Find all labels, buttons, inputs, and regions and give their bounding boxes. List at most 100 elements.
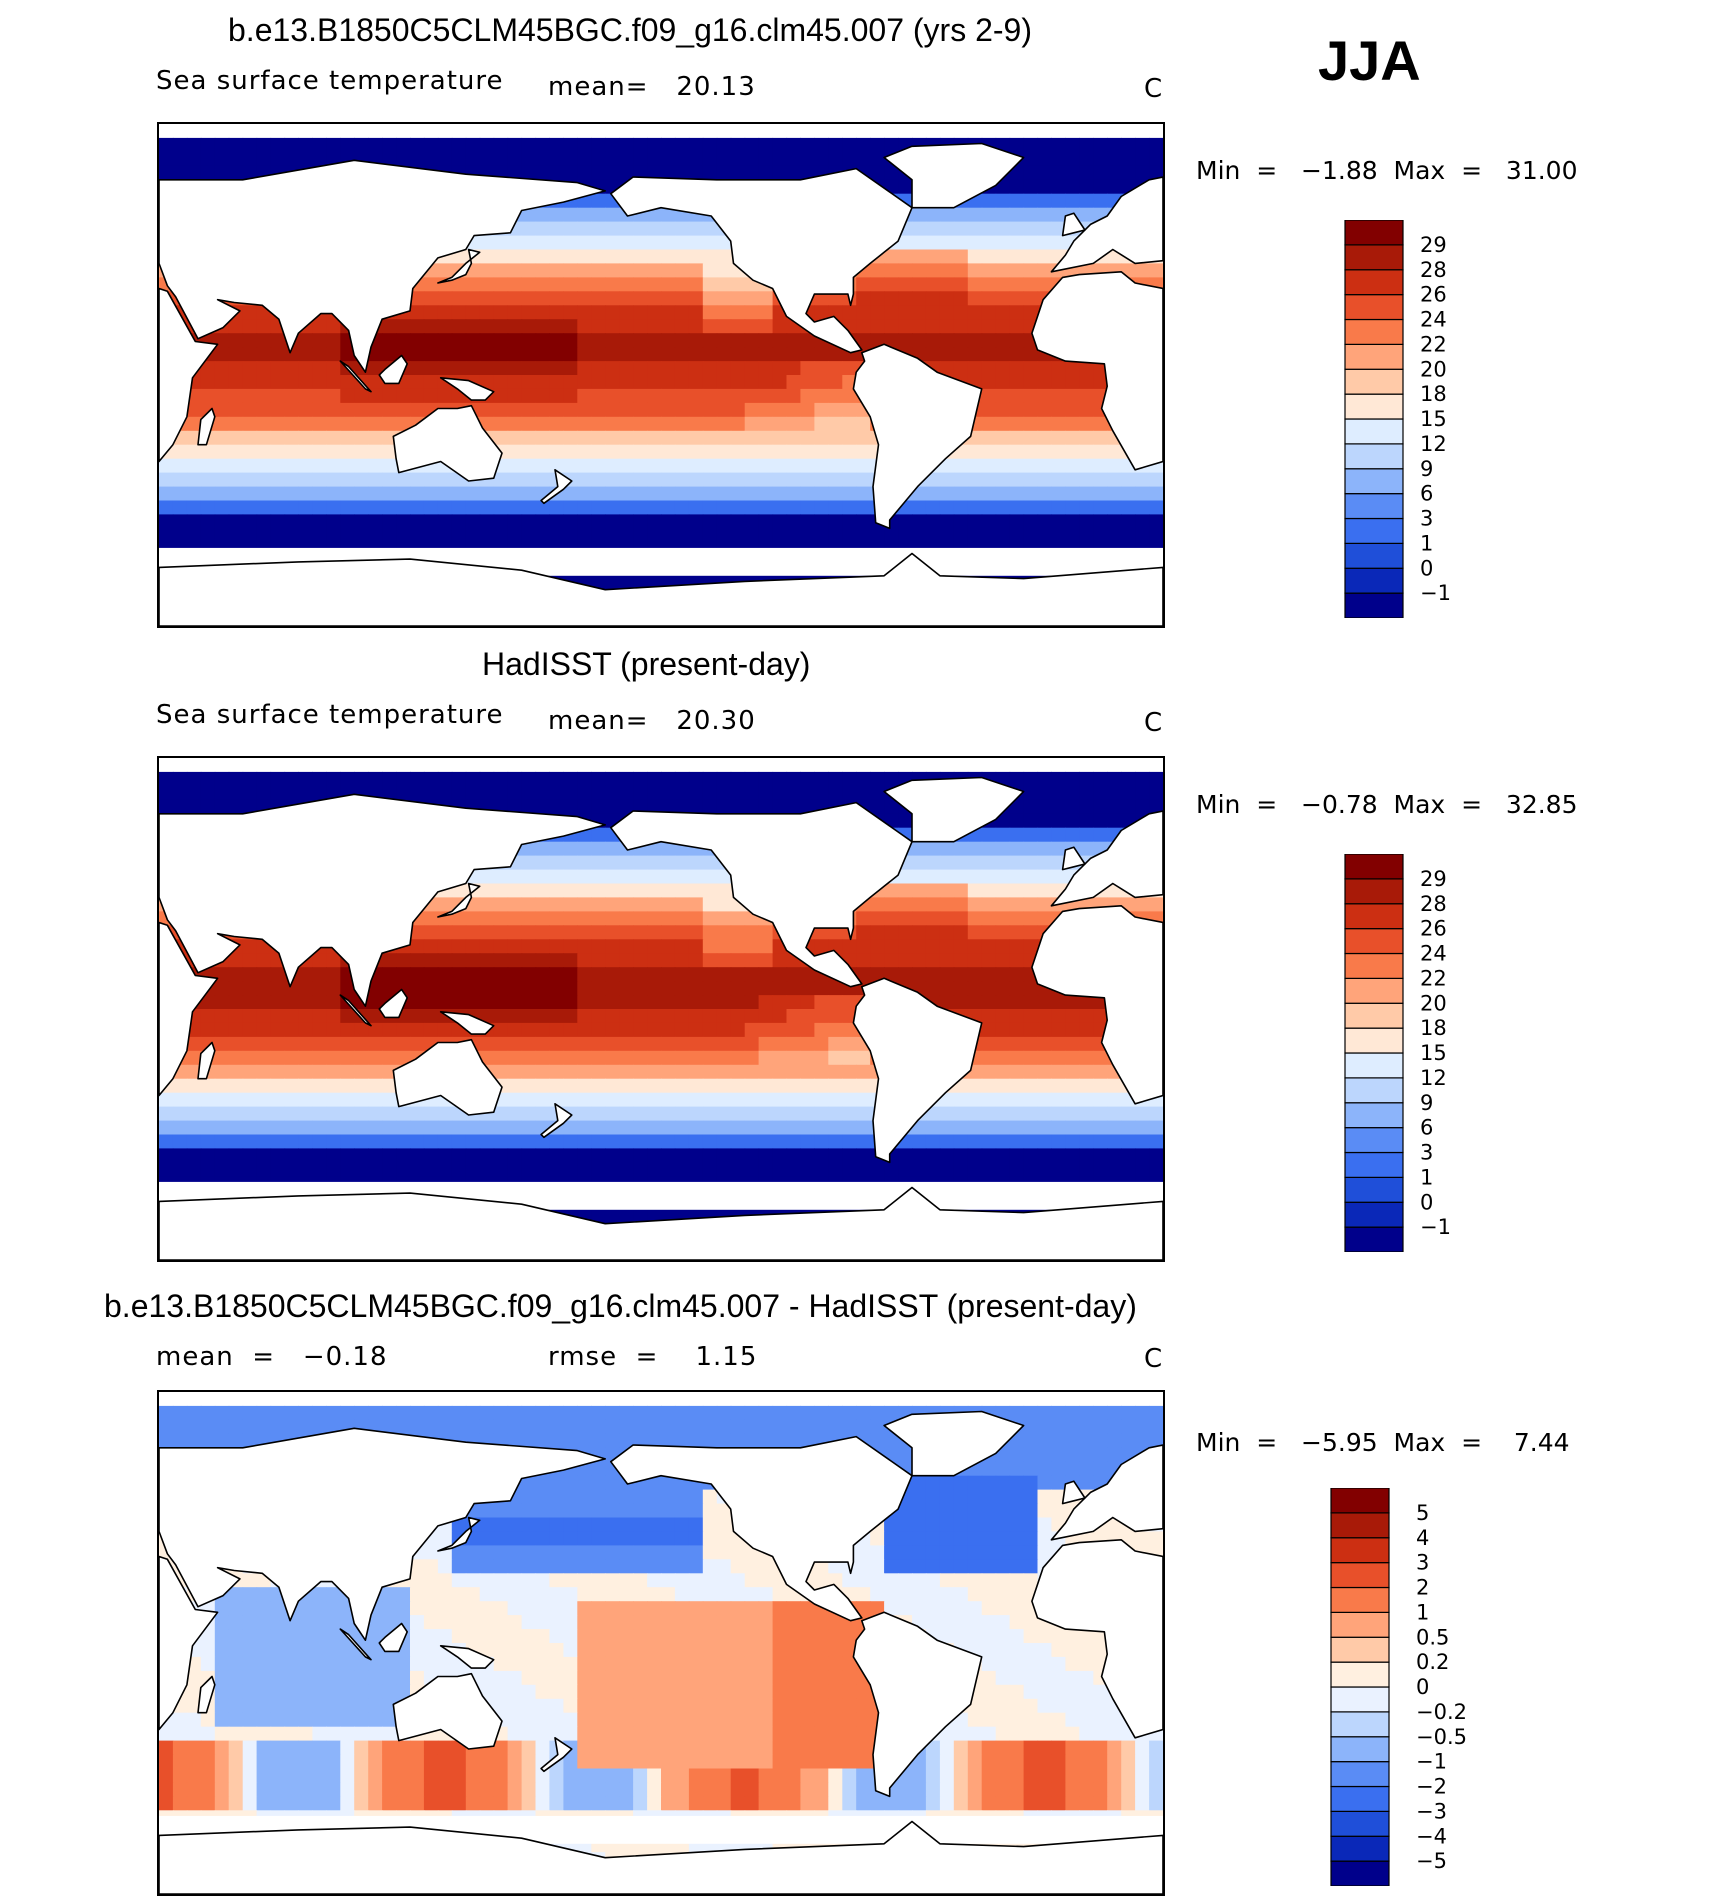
colorbar-tick-label: 3 xyxy=(1420,507,1433,531)
colorbar-swatch xyxy=(1330,1736,1390,1763)
panel1-colorbar: 29 28 26 24 22 20 18 15 12 9 6 3 1 0 −1 xyxy=(1344,219,1564,619)
colorbar-swatch xyxy=(1330,1785,1390,1812)
landmass-africa-east xyxy=(159,1555,219,1731)
colorbar-tick-label: 3 xyxy=(1416,1551,1429,1575)
colorbar-swatch xyxy=(1344,244,1404,271)
colorbar-tick-label: 12 xyxy=(1420,432,1447,456)
colorbar-tick-label: −5 xyxy=(1416,1849,1447,1873)
colorbar-swatch xyxy=(1330,1761,1390,1788)
landmass-australia xyxy=(392,404,503,482)
landmass-borneo xyxy=(378,1622,408,1653)
landmass-japan xyxy=(437,1516,481,1552)
colorbar-swatch xyxy=(1344,1052,1404,1079)
colorbar-tick-label: 6 xyxy=(1420,482,1433,506)
colorbar-swatch xyxy=(1330,1537,1390,1564)
colorbar-swatch xyxy=(1344,977,1404,1004)
landmass-new-guinea xyxy=(439,377,495,401)
panel1-minmax: Min = −1.88 Max = 31.00 xyxy=(1196,156,1578,185)
landmass-south-america xyxy=(852,343,983,530)
landmass-eurasia xyxy=(159,159,606,373)
landmass-sumatra xyxy=(339,360,372,393)
landmass-north-america xyxy=(610,167,913,354)
colorbar-swatch xyxy=(1344,1176,1404,1203)
colorbar-swatch xyxy=(1344,542,1404,569)
colorbar-swatch xyxy=(1344,368,1404,395)
landmass-africa-west xyxy=(1031,271,1163,471)
colorbar-swatch xyxy=(1344,1002,1404,1029)
panel1-title: b.e13.B1850C5CLM45BGC.f09_g16.clm45.007 … xyxy=(228,12,1032,48)
panel1-map xyxy=(157,122,1165,628)
colorbar-swatch xyxy=(1344,1102,1404,1129)
panel2-units: C xyxy=(1144,708,1164,738)
colorbar-tick-label: 9 xyxy=(1420,1091,1433,1115)
colorbar-swatch xyxy=(1344,418,1404,445)
colorbar-swatch xyxy=(1344,493,1404,520)
colorbar-swatch xyxy=(1330,1686,1390,1713)
colorbar-tick-label: 6 xyxy=(1420,1116,1433,1140)
continents xyxy=(159,776,1163,1260)
landmass-borneo xyxy=(378,988,408,1019)
colorbar-swatch xyxy=(1344,1027,1404,1054)
panel1-units: C xyxy=(1144,74,1164,104)
landmass-new-guinea xyxy=(439,1645,495,1669)
colorbar-swatch xyxy=(1344,878,1404,905)
panel3-units: C xyxy=(1144,1344,1164,1374)
landmass-new-zealand xyxy=(540,1737,573,1773)
colorbar-swatch xyxy=(1330,1835,1390,1862)
colorbar-swatch xyxy=(1330,1586,1390,1613)
landmass-new-guinea xyxy=(439,1011,495,1035)
colorbar-swatch xyxy=(1330,1512,1390,1539)
colorbar-swatch xyxy=(1344,269,1404,296)
landmass-greenland xyxy=(883,142,1025,209)
colorbar-tick-label: 0 xyxy=(1420,556,1433,580)
colorbar-swatch xyxy=(1344,567,1404,594)
panel3-colorbar: 5 4 3 2 1 0.5 0.2 0 −0.2 −0.5 −1 −2 −3 −4 −5 xyxy=(1330,1487,1580,1887)
continents xyxy=(159,142,1163,626)
landmass-antarctica xyxy=(159,552,1163,626)
colorbar-tick-label: 4 xyxy=(1416,1526,1429,1550)
colorbar-tick-label: −0.5 xyxy=(1416,1725,1467,1749)
colorbar-swatch xyxy=(1330,1860,1390,1887)
landmass-borneo xyxy=(378,354,408,385)
landmass-japan xyxy=(437,248,481,284)
colorbar-swatch xyxy=(1330,1487,1390,1514)
colorbar-tick-label: 2 xyxy=(1416,1576,1429,1600)
landmass-new-zealand xyxy=(540,469,573,505)
colorbar-tick-label: 0 xyxy=(1420,1190,1433,1214)
colorbar-swatch xyxy=(1344,1226,1404,1253)
colorbar-tick-label: 1 xyxy=(1420,1165,1433,1189)
colorbar-tick-label: 18 xyxy=(1420,1016,1447,1040)
colorbar-tick-label: 15 xyxy=(1420,1041,1447,1065)
colorbar-swatch xyxy=(1344,443,1404,470)
colorbar-tick-label: 28 xyxy=(1420,892,1447,916)
colorbar-swatch xyxy=(1344,1077,1404,1104)
colorbar-tick-label: 22 xyxy=(1420,332,1447,356)
landmass-madagascar xyxy=(197,1675,216,1714)
landmass-greenland xyxy=(883,1410,1025,1477)
map-svg xyxy=(159,137,1163,626)
colorbar-tick-label: −3 xyxy=(1416,1799,1447,1823)
colorbar-swatch xyxy=(1344,318,1404,345)
panel2-colorbar: 29 28 26 24 22 20 18 15 12 9 6 3 1 0 −1 xyxy=(1344,853,1564,1253)
colorbar-swatch xyxy=(1330,1661,1390,1688)
colorbar-swatch xyxy=(1344,592,1404,619)
colorbar-tick-label: 24 xyxy=(1420,308,1447,332)
panel1-field-label: Sea surface temperature xyxy=(156,66,504,96)
landmass-africa-east xyxy=(159,287,219,463)
landmass-uk xyxy=(1061,846,1086,871)
colorbar-swatch xyxy=(1344,928,1404,955)
colorbar-swatch xyxy=(1344,294,1404,321)
colorbar-tick-label: 5 xyxy=(1416,1501,1429,1525)
landmass-greenland xyxy=(883,776,1025,843)
landmass-madagascar xyxy=(197,407,216,446)
colorbar-tick-label: 15 xyxy=(1420,407,1447,431)
map-svg xyxy=(159,1405,1163,1894)
landmass-madagascar xyxy=(197,1041,216,1080)
panel2-map xyxy=(157,756,1165,1262)
colorbar-tick-label: 22 xyxy=(1420,966,1447,990)
colorbar-tick-label: 18 xyxy=(1420,382,1447,406)
colorbar-tick-label: 0.2 xyxy=(1416,1650,1449,1674)
season-label: JJA xyxy=(1318,29,1421,92)
